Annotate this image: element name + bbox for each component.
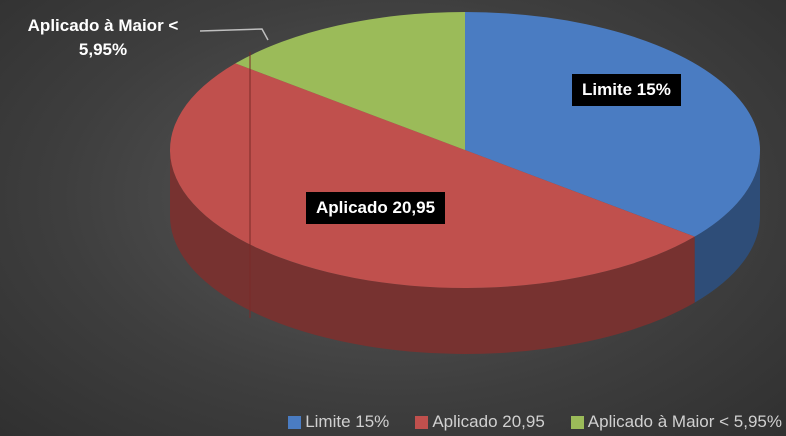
data-label: Aplicado 20,95 bbox=[306, 192, 446, 224]
legend-label: Limite 15% bbox=[305, 412, 390, 431]
slice bbox=[235, 12, 465, 150]
slice bbox=[465, 12, 761, 237]
data-label: Limite 15% bbox=[572, 74, 681, 106]
slice-side bbox=[694, 150, 760, 303]
data-label: Aplicado à Maior < 5,95% bbox=[27, 16, 179, 59]
legend: Limite 15% Aplicado 20,95 Aplicado à Maior… bbox=[288, 412, 782, 432]
legend-item: Limite 15% bbox=[288, 412, 389, 432]
slice-side bbox=[170, 150, 695, 354]
legend-label: Aplicado 20,95 bbox=[432, 412, 545, 431]
leader-line bbox=[199, 28, 269, 41]
slice bbox=[169, 63, 695, 289]
legend-label: Aplicado à Maior < 5,95% bbox=[587, 412, 782, 431]
legend-item: Aplicado 20,95 bbox=[415, 412, 545, 432]
legend-swatch bbox=[288, 415, 302, 429]
legend-swatch bbox=[415, 415, 429, 429]
legend-swatch bbox=[570, 415, 584, 429]
legend-item: Aplicado à Maior < 5,95% bbox=[570, 412, 782, 432]
